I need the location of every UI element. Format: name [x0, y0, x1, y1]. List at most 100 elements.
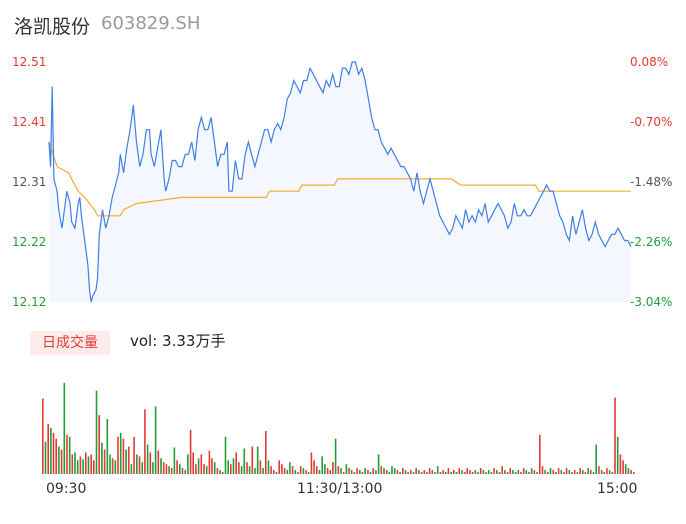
volume-bar: [477, 472, 479, 474]
volume-bar: [415, 468, 417, 474]
volume-bar: [431, 470, 434, 474]
volume-bar: [590, 470, 592, 474]
volume-bar: [509, 468, 511, 474]
volume-bar: [571, 472, 573, 474]
volume-bar: [428, 468, 431, 474]
volume-bar: [211, 458, 213, 474]
volume-bar: [168, 466, 170, 474]
volume-bar: [479, 468, 482, 474]
volume-bar: [71, 454, 74, 474]
volume-bar: [627, 468, 630, 474]
volume-bar: [404, 470, 407, 474]
volume-bar: [383, 468, 385, 474]
volume-bar: [541, 466, 544, 474]
volume-bar: [283, 468, 286, 474]
volume-bar: [173, 447, 176, 474]
volume-bar: [305, 470, 307, 474]
volume-bar: [576, 472, 579, 474]
volume-bar: [128, 446, 130, 474]
volume-bar: [125, 449, 127, 474]
price-tick-2: 12.41: [12, 115, 47, 129]
volume-bar: [184, 470, 186, 474]
volume-bar: [391, 466, 393, 474]
volume-bar: [60, 449, 63, 474]
volume-bar: [316, 466, 318, 474]
volume-bar: [458, 468, 460, 474]
volume-bar: [334, 438, 337, 474]
volume-bar: [154, 406, 157, 474]
volume-bar: [114, 460, 117, 474]
volume-bar: [109, 454, 111, 474]
pct-tick-3: -1.48%: [630, 175, 673, 189]
volume-bar: [111, 458, 114, 474]
volume-bar: [619, 454, 622, 474]
volume-bar: [187, 454, 189, 474]
volume-bar: [248, 466, 251, 474]
pct-tick-4: -2.26%: [630, 235, 673, 249]
volume-bar: [95, 390, 98, 474]
volume-bar: [222, 472, 224, 474]
volume-bar: [321, 456, 323, 474]
volume-bar: [498, 472, 501, 474]
volume-bar: [399, 472, 401, 474]
volume-bar: [361, 472, 364, 474]
volume-bar: [146, 444, 149, 474]
volume-bar: [595, 444, 597, 474]
volume-bar: [557, 468, 560, 474]
volume-bar: [162, 462, 165, 474]
volume-bar: [205, 466, 208, 474]
volume-bar: [302, 468, 305, 474]
volume-bar: [286, 470, 289, 474]
volume-bar: [324, 464, 326, 474]
volume-bar: [243, 448, 246, 474]
volume-bar: [377, 454, 380, 474]
volume-bar: [517, 470, 520, 474]
volume-bar: [267, 460, 270, 474]
volume-bar: [310, 452, 313, 474]
volume-bar: [44, 441, 47, 474]
volume-bar: [200, 454, 203, 474]
volume-bar: [103, 449, 106, 474]
volume-bar: [307, 472, 310, 474]
volume-bar: [442, 470, 444, 474]
volume-bar: [514, 472, 517, 474]
volume-bar: [326, 468, 329, 474]
volume-bar: [66, 434, 68, 474]
volume-bar: [522, 468, 525, 474]
volume-bar: [195, 464, 197, 474]
volume-bar: [348, 468, 350, 474]
pct-tick-1: 0.08%: [630, 55, 669, 69]
volume-bar: [547, 472, 549, 474]
volume-bar: [606, 468, 608, 474]
volume-bar: [560, 470, 563, 474]
volume-bar: [130, 464, 133, 474]
volume-bar: [270, 466, 272, 474]
volume-bar: [136, 454, 138, 474]
volume-bar: [584, 472, 587, 474]
volume-bar: [213, 462, 216, 474]
volume-bar: [603, 472, 605, 474]
volume-bar: [579, 468, 581, 474]
volume-bar: [265, 430, 267, 474]
volume-bar: [68, 436, 71, 474]
volume-bar: [74, 452, 76, 474]
volume-bar: [262, 468, 264, 474]
volume-bar: [240, 466, 243, 474]
volume-bar: [616, 436, 619, 474]
volume-bar: [555, 472, 557, 474]
volume-bar: [533, 470, 536, 474]
volume-bar: [630, 470, 632, 474]
volume-bar: [353, 472, 356, 474]
price-tick-5: 12.12: [12, 295, 47, 309]
volume-bar: [598, 466, 600, 474]
volume-bar: [50, 427, 52, 474]
volume-bar: [259, 460, 262, 474]
average-price-line: [48, 141, 631, 217]
volume-bar: [318, 470, 321, 474]
volume-bar: [189, 429, 192, 474]
volume-bar: [332, 462, 334, 474]
volume-bar: [98, 415, 100, 474]
volume-bar: [216, 468, 219, 474]
volume-bar: [600, 470, 603, 474]
